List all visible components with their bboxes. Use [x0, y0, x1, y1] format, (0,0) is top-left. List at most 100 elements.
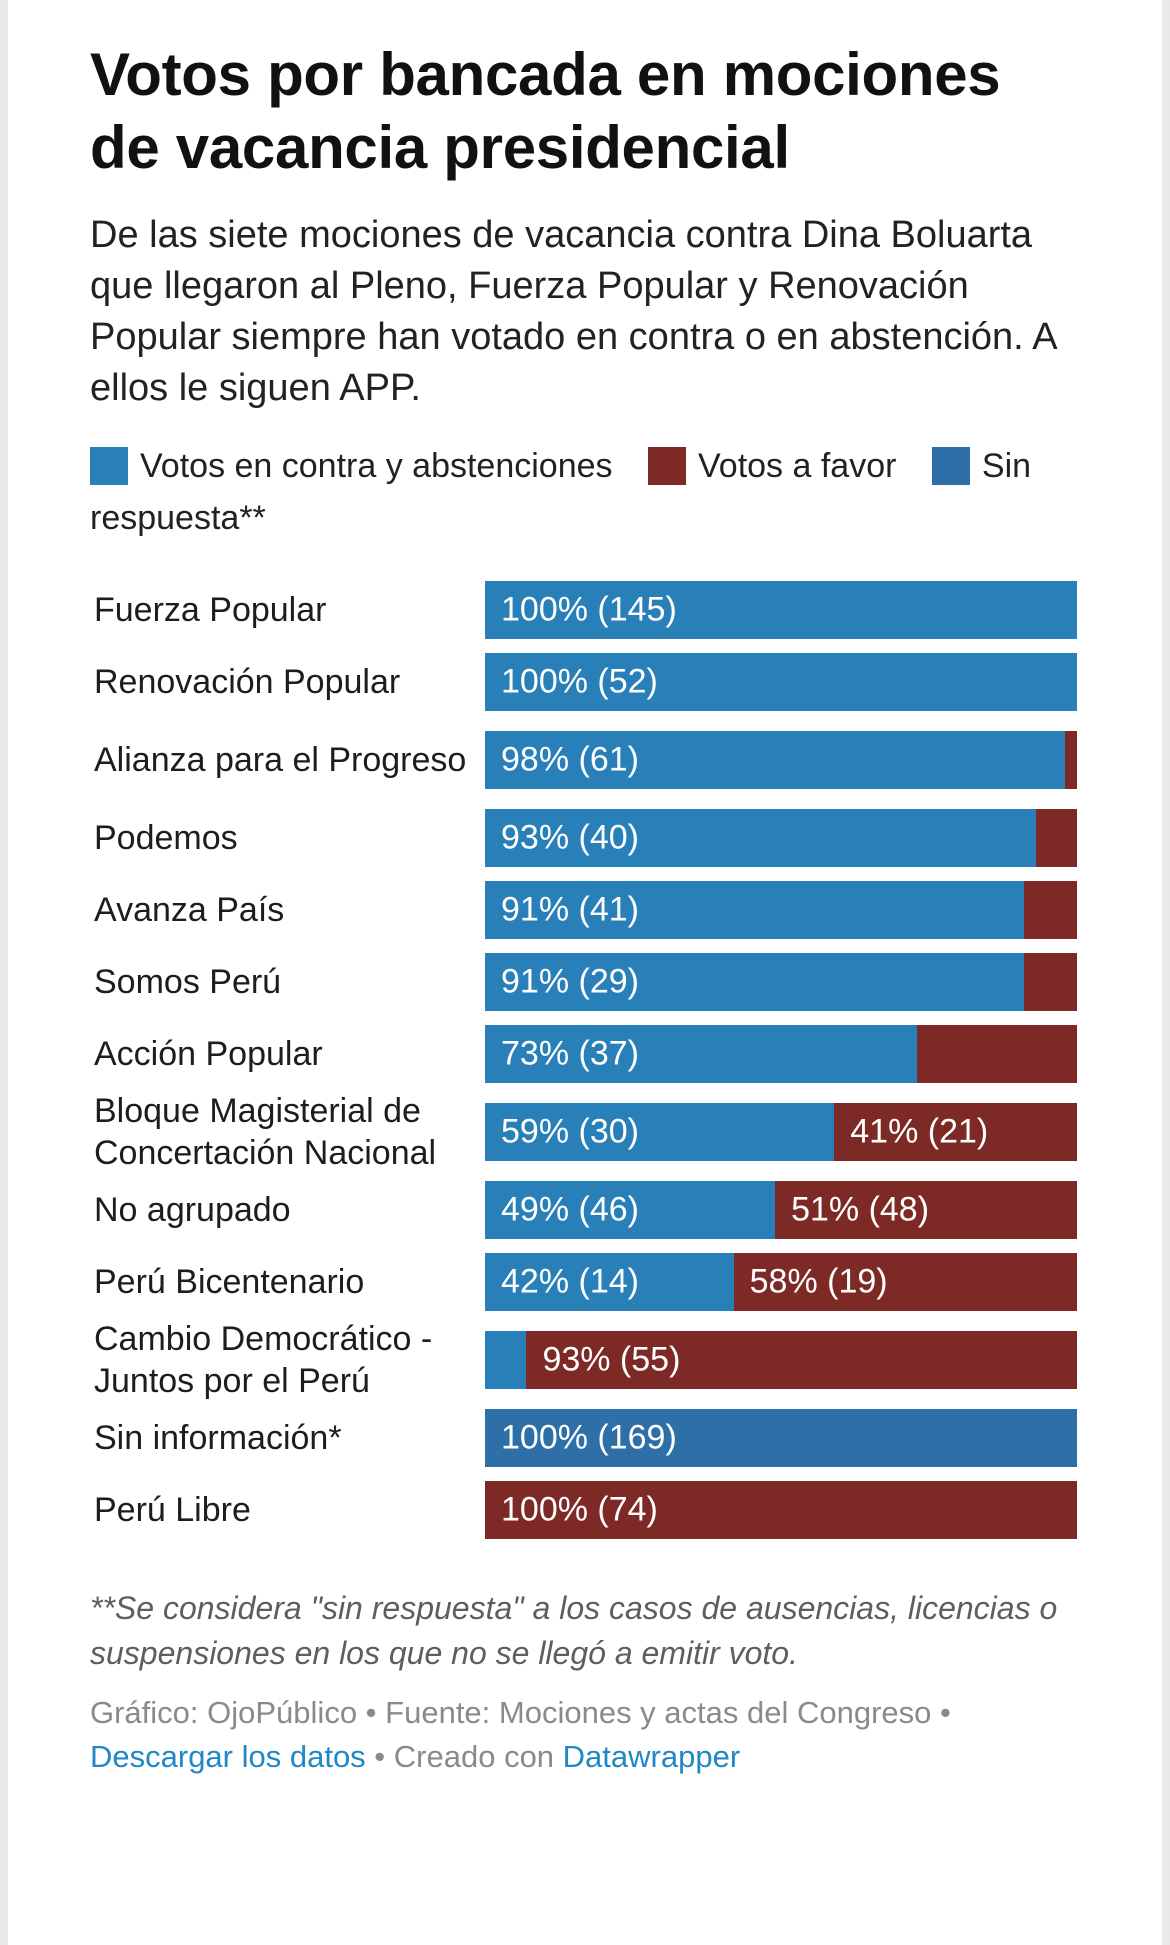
bar-track: 49% (46) 51% (48) [485, 1181, 1077, 1239]
bar-segment: 58% (19) [733, 1253, 1077, 1311]
legend-swatch [931, 447, 970, 485]
data-label: 100% (52) [501, 662, 658, 701]
bar-label: Cambio Democrático - Juntos por el Perú [94, 1320, 433, 1400]
bar-track: 91% (29) [485, 953, 1077, 1011]
bar-segment [485, 1331, 527, 1389]
page-edge-right [1162, 0, 1170, 1945]
bar-track: 42% (14) 58% (19) [485, 1253, 1077, 1311]
legend-label: Votos a favor [697, 447, 897, 485]
credit-graphic: Gráfico: OjoPúblico [90, 1694, 358, 1730]
bar-label: Acción Popular [94, 1035, 323, 1073]
bar-row: Sin información* 100% (169) [90, 1402, 1080, 1474]
chart-notes: **Se considera "sin respuesta" a los cas… [90, 1586, 1080, 1779]
bar-segment: 100% (52) [485, 653, 1077, 711]
data-label: 91% (41) [501, 890, 639, 929]
bar-segment [917, 1025, 1077, 1083]
bar-segment [1065, 731, 1077, 789]
bar-segment: 51% (48) [775, 1181, 1077, 1239]
bar-row: Renovación Popular 100% (52) [90, 646, 1080, 718]
legend-swatch [90, 447, 128, 485]
bar-label: No agrupado [94, 1191, 291, 1229]
data-label: 100% (145) [501, 590, 677, 629]
chart-container: Votos por bancada en mociones de vacanci… [90, 38, 1080, 1779]
bar-segment: 91% (41) [485, 881, 1024, 939]
bar-row: Bloque Magisterial de Concertación Nacio… [90, 1090, 1080, 1174]
chart-subtitle: De las siete mociones de vacancia contra… [90, 214, 1056, 410]
data-label: 100% (74) [501, 1490, 658, 1529]
data-label: 93% (55) [542, 1340, 681, 1379]
legend-swatch [647, 447, 686, 485]
bar-segment: 93% (55) [526, 1331, 1077, 1389]
bar-row: Perú Bicentenario 42% (14) 58% (19) [90, 1246, 1080, 1318]
bar-row: Somos Perú 91% (29) [90, 946, 1080, 1018]
credit-created-prefix: Creado con [393, 1738, 563, 1774]
page-edge-left [0, 0, 8, 1945]
bar-segment: 59% (30) [485, 1103, 835, 1161]
data-label: 51% (48) [791, 1190, 930, 1229]
bar-label: Sin información* [94, 1419, 342, 1457]
stacked-bar-chart: Fuerza Popular 100% (145) Renovación Popul… [90, 574, 1080, 1546]
bar-row: Podemos 93% (40) [90, 802, 1080, 874]
bar-track: 73% (37) [485, 1025, 1077, 1083]
bar-segment: 49% (46) [485, 1181, 776, 1239]
bar-segment: 91% (29) [485, 953, 1024, 1011]
chart-title: Votos por bancada en mociones de vacanci… [90, 41, 1001, 182]
data-label: 49% (46) [501, 1190, 639, 1229]
bar-segment: 73% (37) [485, 1025, 918, 1083]
data-label: 42% (14) [501, 1262, 639, 1301]
bar-segment [1023, 881, 1077, 939]
bar-row: Acción Popular 73% (37) [90, 1018, 1080, 1090]
bar-row: Fuerza Popular 100% (145) [90, 574, 1080, 646]
legend-label: Sin respuesta** [90, 447, 1032, 537]
bar-segment: 100% (74) [485, 1481, 1077, 1539]
bar-label: Avanza País [94, 891, 285, 929]
credit-separator: • [357, 1694, 386, 1730]
legend-label: Votos en contra y abstenciones [140, 447, 613, 485]
credit-separator: • [931, 1694, 951, 1730]
bar-segment: 42% (14) [485, 1253, 734, 1311]
bar-track: 100% (145) [485, 581, 1077, 639]
data-label: 100% (169) [501, 1418, 677, 1457]
credits: Gráfico: OjoPúblico • Fuente: Mociones y… [90, 1691, 1080, 1779]
bar-segment: 100% (169) [485, 1409, 1077, 1467]
bar-segment: 93% (40) [485, 809, 1036, 867]
bar-label: Renovación Popular [94, 663, 401, 701]
bar-track: 91% (41) [485, 881, 1077, 939]
download-data-link[interactable]: Descargar los datos [90, 1738, 366, 1774]
bar-track: 98% (61) [485, 731, 1077, 789]
bar-label: Fuerza Popular [94, 591, 327, 629]
footnote: **Se considera "sin respuesta" a los cas… [90, 1590, 1058, 1672]
bar-track: 93% (55) [485, 1331, 1077, 1389]
bar-track: 100% (169) [485, 1409, 1077, 1467]
legend-item: Sin respuesta** [90, 447, 1031, 537]
legend-item: Votos a favor [647, 447, 897, 485]
bar-segment: 98% (61) [485, 731, 1066, 789]
bar-label: Alianza para el Progreso [94, 741, 467, 779]
bar-row: Alianza para el Progreso 98% (61) [90, 718, 1080, 802]
bar-segment: 100% (145) [485, 581, 1077, 639]
data-label: 93% (40) [501, 818, 639, 857]
bar-track: 100% (52) [485, 653, 1077, 711]
data-label: 58% (19) [749, 1262, 888, 1301]
bar-row: Avanza País 91% (41) [90, 874, 1080, 946]
bar-label: Somos Perú [94, 963, 282, 1001]
bar-label: Podemos [94, 819, 238, 857]
bar-segment [1035, 809, 1077, 867]
legend-item: Votos en contra y abstenciones [90, 447, 613, 485]
datawrapper-link[interactable]: Datawrapper [562, 1738, 741, 1774]
bar-label: Perú Libre [94, 1491, 251, 1529]
bar-segment [1023, 953, 1077, 1011]
chart-legend: Votos en contra y abstenciones Votos a f… [90, 440, 1080, 544]
bar-row: Cambio Democrático - Juntos por el Perú 9… [90, 1318, 1080, 1402]
credit-source: Fuente: Mociones y actas del Congreso [385, 1694, 932, 1730]
bar-row: Perú Libre 100% (74) [90, 1474, 1080, 1546]
data-label: 73% (37) [501, 1034, 639, 1073]
bar-label: Perú Bicentenario [94, 1263, 365, 1301]
bar-track: 93% (40) [485, 809, 1077, 867]
bar-row: No agrupado 49% (46) 51% (48) [90, 1174, 1080, 1246]
data-label: 41% (21) [850, 1112, 989, 1151]
bar-segment: 41% (21) [834, 1103, 1077, 1161]
credit-separator: • [365, 1738, 394, 1774]
bar-track: 100% (74) [485, 1481, 1077, 1539]
data-label: 98% (61) [501, 740, 639, 779]
